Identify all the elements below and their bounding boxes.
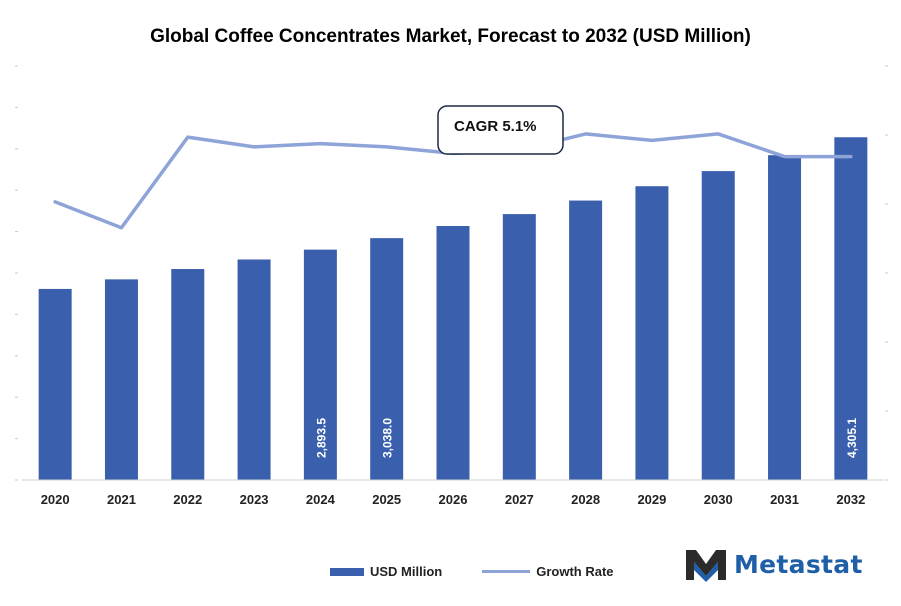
x-tick-label: 2023 (240, 492, 269, 507)
cagr-callout-text: CAGR 5.1% (454, 118, 537, 135)
brand-name: Metastat (734, 549, 863, 579)
bar-2027 (502, 214, 536, 481)
bar-data-label: 4,305.1 (845, 418, 859, 458)
bar-data-label: 3,038.0 (381, 418, 395, 458)
bar-2032 (834, 137, 868, 480)
x-tick-label: 2028 (571, 492, 600, 507)
bar-2020 (38, 288, 72, 480)
bar-2031 (768, 155, 802, 480)
x-tick-label: 2024 (306, 492, 336, 507)
bar-2023 (237, 259, 271, 480)
legend-swatch-bar (330, 567, 364, 576)
legend-item-growth: Growth Rate (482, 564, 614, 579)
x-tick-label: 2020 (41, 492, 70, 507)
x-tick-label: 2027 (505, 492, 534, 507)
brand-logo: Metastat (684, 546, 863, 582)
bar-2022 (171, 269, 205, 480)
x-tick-label: 2021 (107, 492, 136, 507)
x-tick-label: 2031 (770, 492, 799, 507)
legend-item-usd: USD Million (330, 564, 442, 579)
legend: USD Million Growth Rate (330, 564, 654, 579)
bar-2025 (370, 238, 404, 480)
bar-2029 (635, 186, 669, 480)
legend-label-usd: USD Million (370, 564, 443, 579)
x-tick-label: 2026 (439, 492, 468, 507)
bar-2024 (303, 249, 337, 480)
x-tick-label: 2030 (704, 492, 733, 507)
bar-2026 (436, 226, 470, 480)
chart-title: Global Coffee Concentrates Market, Forec… (150, 26, 751, 47)
bar-2028 (569, 200, 603, 481)
x-tick-label: 2025 (372, 492, 401, 507)
x-tick-label: 2029 (637, 492, 666, 507)
bar-2030 (701, 171, 735, 481)
x-tick-label: 2022 (173, 492, 202, 507)
bar-data-label: 2,893.5 (314, 418, 328, 458)
metastat-logo-icon (686, 550, 726, 582)
cagr-callout-box (437, 105, 564, 155)
legend-label-growth: Growth Rate (536, 564, 614, 579)
x-tick-label: 2032 (836, 492, 865, 507)
bar-2021 (104, 279, 138, 480)
chart-canvas: 2020 2021 2022 2023 2024 2025 2026 2027 2028 2029… (15, 65, 888, 507)
legend-swatch-line (482, 570, 531, 573)
